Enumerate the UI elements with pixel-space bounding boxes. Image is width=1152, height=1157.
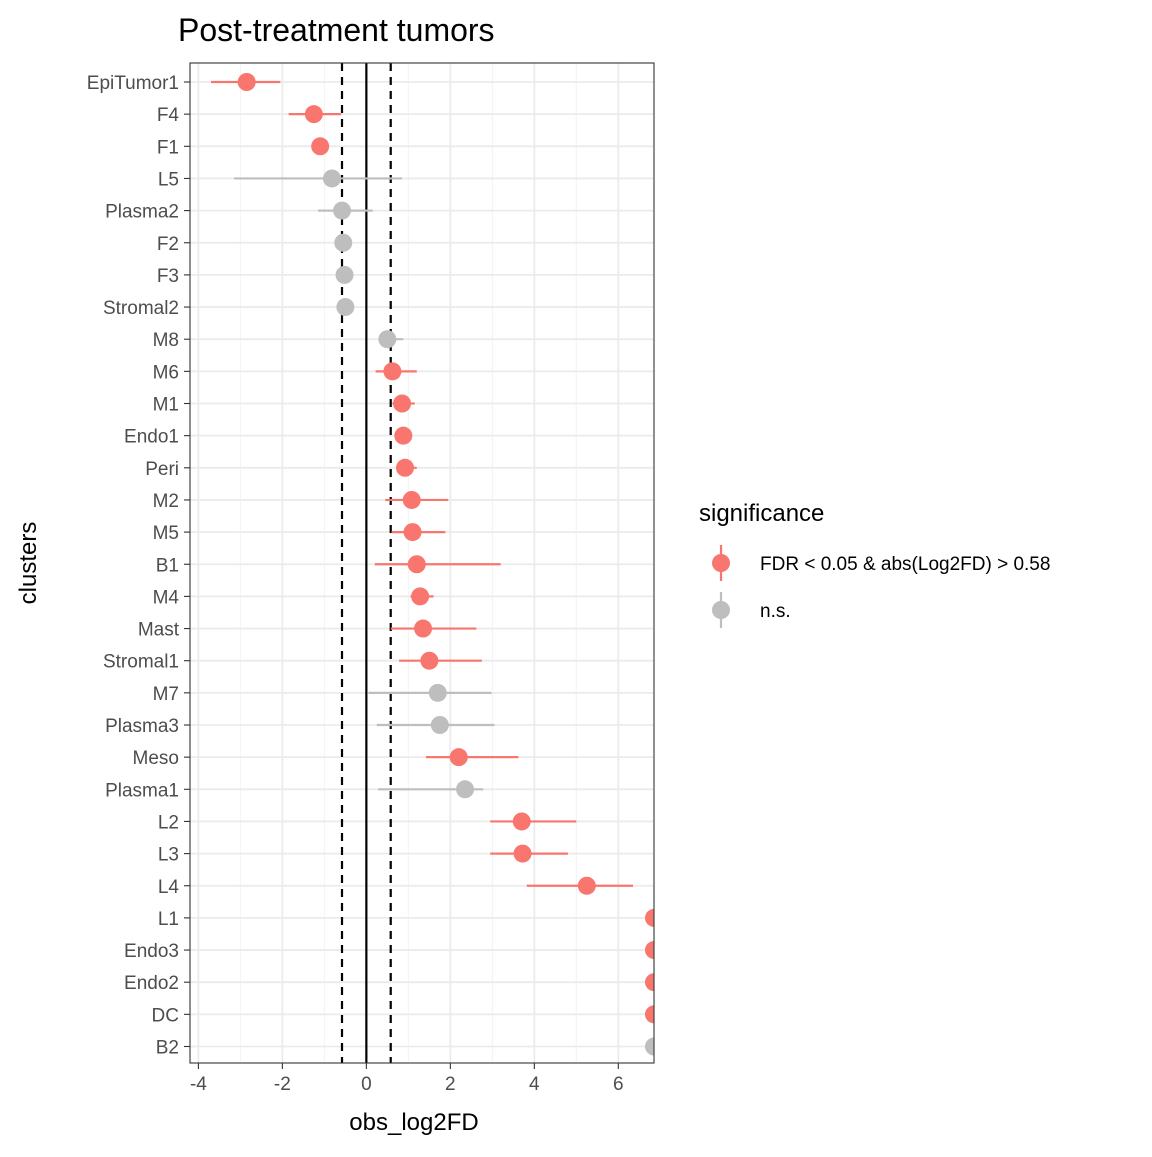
y-tick-label: Stromal1 (103, 652, 179, 673)
data-point (407, 555, 426, 574)
y-tick-label: F2 (157, 234, 179, 255)
data-point (645, 973, 654, 992)
data-point (513, 844, 532, 863)
data-point (402, 490, 421, 509)
legend-key-point (712, 554, 730, 572)
x-tick-label: 0 (361, 1074, 372, 1095)
y-tick-label: B2 (156, 1038, 179, 1059)
data-point (430, 716, 449, 734)
data-point (645, 941, 654, 960)
data-point (403, 523, 422, 542)
data-point (311, 137, 330, 156)
y-axis: EpiTumor1 F4 F1 L5 Plasma2 F2 F3 Stromal2 M8 M6 M1… (87, 73, 190, 1059)
data-point (420, 651, 439, 670)
y-tick-label: L1 (158, 909, 179, 930)
y-tick-label: L3 (158, 845, 179, 866)
x-axis-title: obs_log2FD (349, 1109, 478, 1136)
y-tick-label: Peri (145, 459, 179, 480)
y-tick-label: F3 (157, 266, 179, 287)
data-point (393, 394, 412, 413)
data-marks (210, 73, 654, 1056)
data-point (512, 812, 531, 831)
legend-key-point (712, 601, 730, 619)
legend-title: significance (699, 500, 824, 527)
y-tick-label: DC (152, 1005, 179, 1026)
data-point (322, 169, 341, 188)
chart-title: Post-treatment tumors (178, 12, 495, 48)
data-point (449, 748, 468, 767)
x-tick-label: 4 (529, 1074, 540, 1095)
x-axis: -4 -2 0 2 4 6 (190, 1063, 624, 1095)
legend-entries: FDR < 0.05 & abs(Log2FD) > 0.58 n.s. (712, 545, 1050, 628)
y-tick-label: M6 (153, 362, 179, 383)
y-tick-label: F4 (157, 105, 180, 126)
x-tick-label: 2 (445, 1074, 456, 1095)
legend: significance FDR < 0.05 & abs(Log2FD) > … (699, 500, 1050, 628)
data-point (645, 1005, 654, 1024)
y-tick-label: M2 (153, 491, 179, 512)
y-tick-label: Mast (138, 620, 180, 641)
y-tick-label: Plasma1 (105, 780, 179, 801)
y-tick-label: B1 (156, 555, 179, 576)
y-tick-label: Meso (133, 748, 179, 769)
data-point (335, 265, 354, 284)
data-point (304, 105, 323, 124)
data-point (456, 780, 475, 799)
data-point (394, 426, 413, 445)
y-tick-label: M7 (153, 684, 179, 705)
x-tick-label: 6 (613, 1074, 624, 1095)
y-tick-label: Plasma2 (105, 202, 179, 223)
y-tick-label: L5 (158, 169, 179, 190)
data-point (395, 458, 414, 477)
y-tick-label: M8 (153, 330, 179, 351)
y-tick-label: M4 (153, 587, 180, 608)
y-tick-label: M5 (153, 523, 179, 544)
data-point (336, 298, 355, 317)
data-point (237, 73, 256, 91)
y-tick-label: EpiTumor1 (87, 73, 179, 94)
data-point (645, 1037, 654, 1056)
x-tick-label: -4 (190, 1074, 207, 1095)
data-point (645, 908, 654, 927)
y-tick-label: M1 (153, 395, 179, 416)
y-tick-label: Endo1 (124, 427, 179, 448)
reference-lines (340, 63, 392, 1063)
legend-label: FDR < 0.05 & abs(Log2FD) > 0.58 (760, 554, 1050, 575)
y-tick-label: Stromal2 (103, 298, 179, 319)
y-tick-label: F1 (157, 137, 179, 158)
data-point (411, 587, 430, 606)
y-tick-label: Plasma3 (105, 716, 179, 737)
legend-label: n.s. (760, 601, 791, 622)
data-point (414, 619, 433, 638)
y-tick-label: L2 (158, 812, 179, 833)
x-tick-label: -2 (274, 1074, 291, 1095)
panel-border (189, 62, 655, 1064)
y-axis-title: clusters (15, 522, 42, 605)
data-point (383, 362, 402, 381)
data-point (334, 233, 353, 252)
data-point (577, 876, 596, 895)
y-tick-label: Endo2 (124, 973, 179, 994)
y-tick-label: L4 (158, 877, 180, 898)
data-point (378, 330, 397, 349)
y-tick-label: Endo3 (124, 941, 179, 962)
data-point (428, 683, 447, 702)
data-point (333, 201, 352, 220)
